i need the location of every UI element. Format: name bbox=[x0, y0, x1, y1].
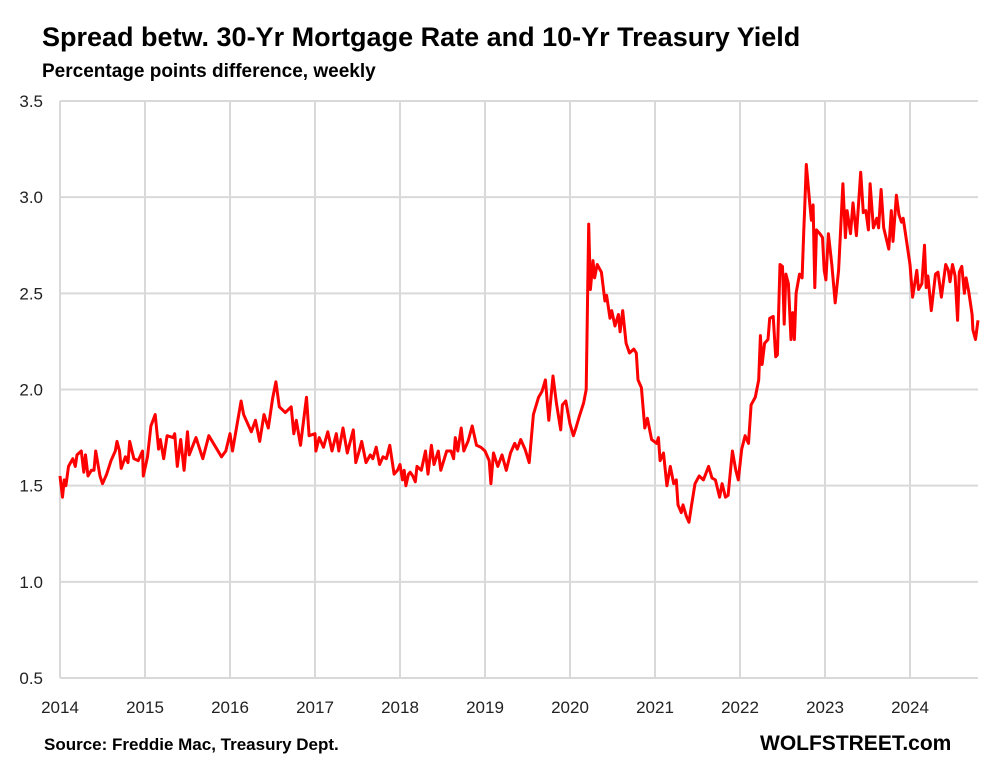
y-tick-label: 1.0 bbox=[19, 573, 43, 592]
y-tick-label: 1.5 bbox=[19, 477, 43, 496]
chart-subtitle: Percentage points difference, weekly bbox=[42, 61, 376, 82]
source-note: Source: Freddie Mac, Treasury Dept. bbox=[44, 735, 339, 754]
series-layer bbox=[58, 163, 980, 524]
y-tick-label: 2.5 bbox=[19, 284, 43, 303]
y-axis-ticks: 0.5 1.0 1.5 2.0 2.5 3.0 3.5 bbox=[19, 92, 43, 688]
x-tick-label: 2016 bbox=[211, 698, 249, 717]
y-tick-label: 3.5 bbox=[19, 92, 43, 111]
x-tick-label: 2015 bbox=[126, 698, 164, 717]
chart-title: Spread betw. 30-Yr Mortgage Rate and 10-… bbox=[42, 22, 801, 52]
grid-lines bbox=[59, 100, 978, 679]
y-tick-label: 0.5 bbox=[19, 669, 43, 688]
x-tick-label: 2021 bbox=[636, 698, 674, 717]
brand-label: WOLFSTREET.com bbox=[760, 732, 952, 755]
y-tick-label: 2.0 bbox=[19, 381, 43, 400]
x-tick-label: 2020 bbox=[551, 698, 589, 717]
x-tick-label: 2022 bbox=[721, 698, 759, 717]
y-tick-label: 3.0 bbox=[19, 188, 43, 207]
series-line-spread bbox=[58, 163, 980, 524]
x-tick-label: 2024 bbox=[891, 698, 929, 717]
x-tick-label: 2023 bbox=[806, 698, 844, 717]
x-axis-ticks: 2014 2015 2016 2017 2018 2019 2020 2021 2022 2023… bbox=[41, 698, 929, 717]
x-tick-label: 2017 bbox=[296, 698, 334, 717]
x-tick-label: 2019 bbox=[466, 698, 504, 717]
x-tick-label: 2014 bbox=[41, 698, 79, 717]
x-tick-label: 2018 bbox=[381, 698, 419, 717]
